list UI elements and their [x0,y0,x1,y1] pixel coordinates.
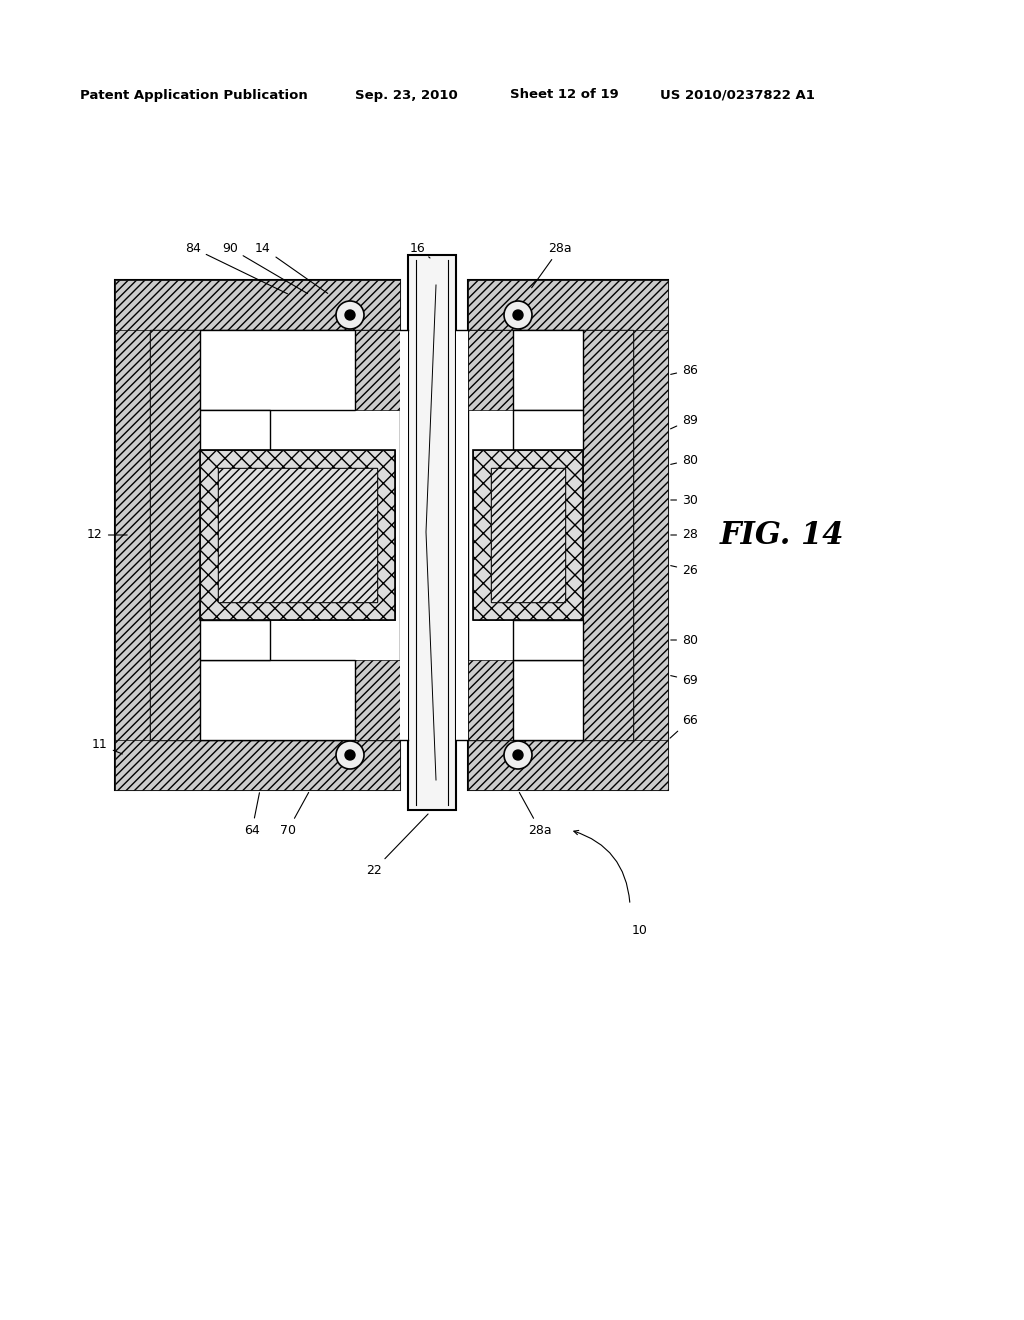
Text: Sheet 12 of 19: Sheet 12 of 19 [510,88,618,102]
Circle shape [345,750,355,760]
Bar [218,469,377,602]
Bar [490,469,565,602]
Text: 70: 70 [280,792,308,837]
Text: 80: 80 [671,454,698,466]
Circle shape [513,750,523,760]
Text: 86: 86 [671,363,698,376]
Bar [468,660,633,741]
Text: 16: 16 [411,242,430,257]
Bar [468,280,668,789]
Bar [150,660,400,741]
Text: 66: 66 [670,714,698,738]
Text: 84: 84 [185,242,288,294]
Circle shape [336,301,364,329]
Bar [468,330,633,411]
Bar [468,741,668,789]
Bar [150,330,400,741]
Text: 28a: 28a [531,242,571,288]
Text: Patent Application Publication: Patent Application Publication [80,88,308,102]
Bar [200,620,270,660]
Text: 22: 22 [367,814,428,876]
Circle shape [336,741,364,770]
Text: 26: 26 [671,564,698,577]
Bar [513,411,583,450]
Text: 28a: 28a [519,792,552,837]
Text: 28: 28 [671,528,698,541]
Bar [468,330,633,741]
Circle shape [504,301,532,329]
Text: 14: 14 [255,242,328,293]
Circle shape [513,310,523,319]
Bar [513,330,583,411]
Text: FIG. 14: FIG. 14 [720,520,845,550]
Text: 64: 64 [244,793,260,837]
Bar [150,330,400,411]
Bar [200,450,395,620]
Bar [490,469,565,602]
Bar [200,660,355,741]
Bar [218,469,377,602]
Bar [115,741,400,789]
Bar [150,330,200,741]
Text: 90: 90 [222,242,307,293]
Text: 12: 12 [87,528,127,541]
Bar [200,330,355,411]
Bar [115,280,400,789]
Bar [200,450,395,620]
Bar [115,280,400,330]
Text: 80: 80 [671,634,698,647]
Bar [468,280,668,330]
Bar [583,330,633,741]
Text: 30: 30 [671,494,698,507]
Bar [633,280,668,789]
Bar [115,280,150,789]
FancyArrowPatch shape [573,830,630,903]
Bar [400,330,408,741]
Text: 11: 11 [92,738,123,754]
Bar [456,330,468,741]
Text: 10: 10 [632,924,648,936]
Bar [513,660,583,741]
Bar [473,450,583,620]
Text: 69: 69 [671,673,698,686]
Text: Sep. 23, 2010: Sep. 23, 2010 [355,88,458,102]
Circle shape [504,741,532,770]
Circle shape [345,310,355,319]
Text: US 2010/0237822 A1: US 2010/0237822 A1 [660,88,815,102]
Bar [473,450,583,620]
Bar [408,255,456,810]
Bar [200,411,270,450]
Text: 89: 89 [671,413,698,429]
Bar [513,620,583,660]
